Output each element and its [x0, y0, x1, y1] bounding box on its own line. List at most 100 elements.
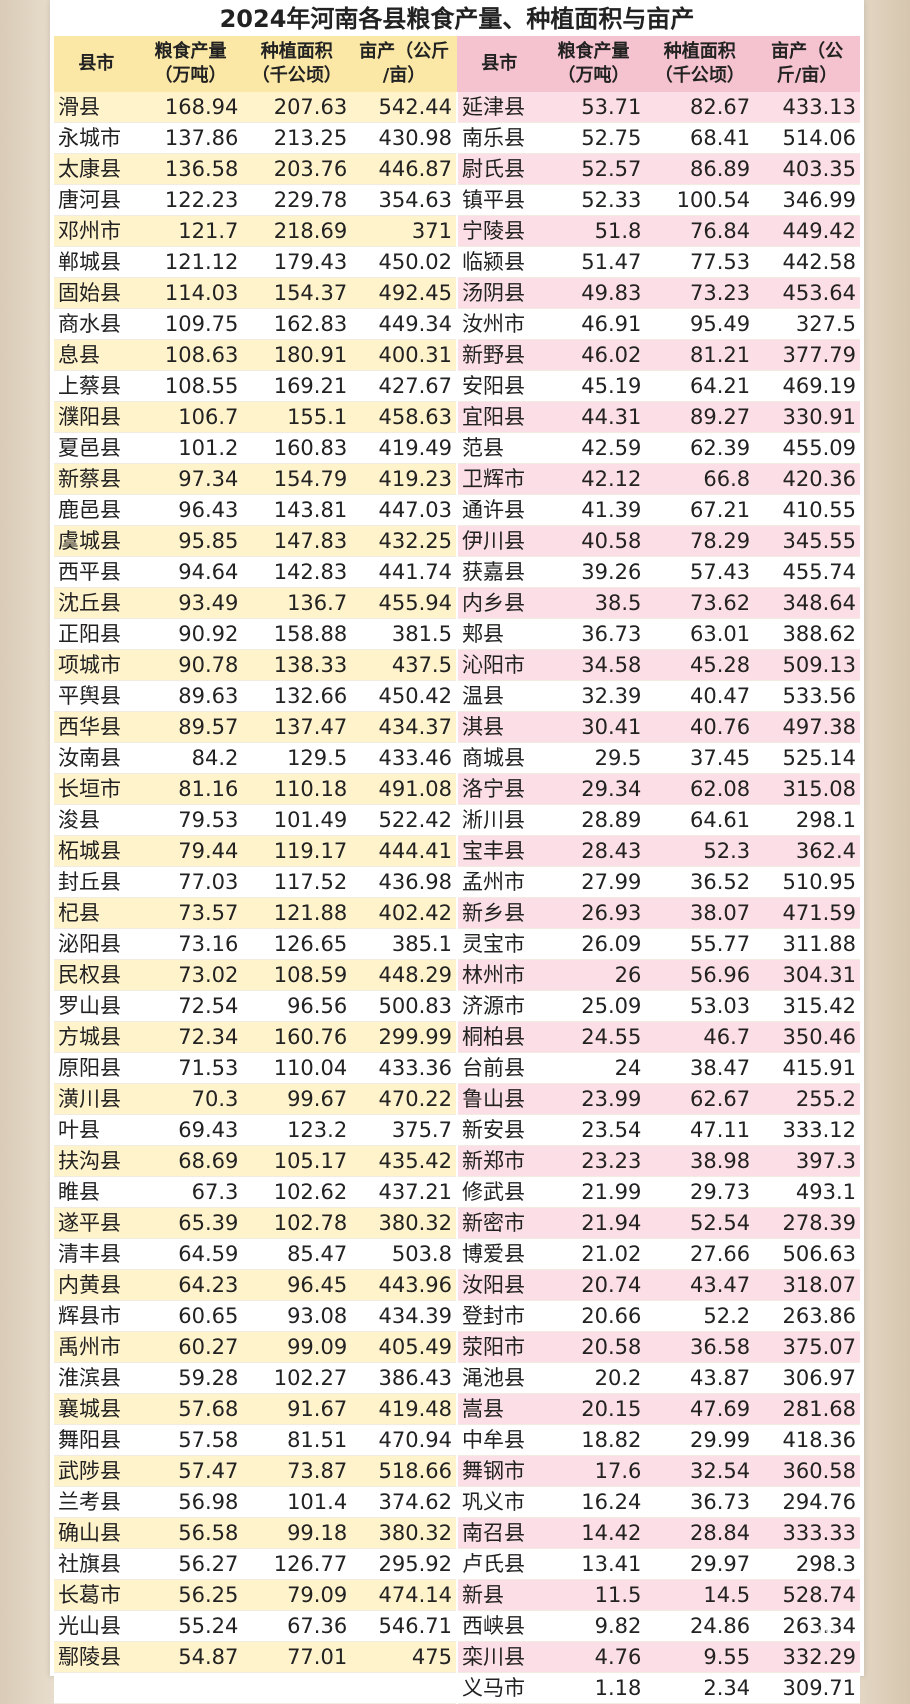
left-production-cell: 65.39	[138, 1207, 243, 1239]
header-yield-left: 亩产（公斤/亩）	[351, 36, 457, 92]
left-county-cell: 濮阳县	[54, 401, 139, 433]
right-area-cell: 9.55	[645, 1641, 755, 1673]
table-row: 清丰县 64.59 85.47 503.8 博爱县 21.02 27.66 506.63	[54, 1238, 860, 1270]
table-row: 兰考县 56.98 101.4 374.62 巩义市 16.24 36.73 294.76	[54, 1486, 860, 1518]
right-county-cell: 安阳县	[455, 370, 542, 402]
right-yield-cell: 304.31	[754, 959, 860, 991]
right-county-cell: 郏县	[455, 618, 542, 650]
table-row: 光山县 55.24 67.36 546.71 西峡县 9.82 24.86 263.34	[54, 1610, 860, 1642]
table-row: 潢川县 70.3 99.67 470.22 鲁山县 23.99 62.67 255.2	[54, 1083, 860, 1115]
left-yield-cell: 375.7	[351, 1114, 457, 1146]
left-county-cell: 沈丘县	[54, 587, 139, 619]
left-production-cell: 73.57	[138, 897, 243, 929]
right-production-cell: 23.54	[541, 1114, 646, 1146]
left-yield-cell: 503.8	[351, 1238, 457, 1270]
table-row: 社旗县 56.27 126.77 295.92 卢氏县 13.41 29.97 298.3	[54, 1548, 860, 1580]
table-row: 封丘县 77.03 117.52 436.98 孟州市 27.99 36.52 510.95	[54, 866, 860, 898]
left-county-cell: 武陟县	[54, 1455, 139, 1487]
right-county-cell: 鲁山县	[455, 1083, 542, 1115]
left-area-cell: 99.09	[242, 1331, 352, 1363]
left-county-cell: 社旗县	[54, 1548, 139, 1580]
right-county-cell: 淅川县	[455, 804, 542, 836]
left-area-cell: 155.1	[242, 401, 352, 433]
table-row: 义马市 1.18 2.34 309.71	[54, 1672, 860, 1704]
left-yield-cell: 475	[351, 1641, 457, 1673]
right-county-cell: 济源市	[455, 990, 542, 1022]
left-production-cell: 121.7	[138, 215, 243, 247]
left-county-cell: 禹州市	[54, 1331, 139, 1363]
left-area-cell: 143.81	[242, 494, 352, 526]
right-yield-cell: 327.5	[754, 308, 860, 340]
left-area-cell: 137.47	[242, 711, 352, 743]
right-area-cell: 77.53	[645, 246, 755, 278]
left-yield-cell: 447.03	[351, 494, 457, 526]
right-county-cell: 范县	[455, 432, 542, 464]
left-yield-cell: 430.98	[351, 122, 457, 154]
table-row: 项城市 90.78 138.33 437.5 沁阳市 34.58 45.28 509.13	[54, 649, 860, 681]
left-yield-cell	[351, 1672, 457, 1704]
right-production-cell: 23.99	[541, 1083, 646, 1115]
right-yield-cell: 263.86	[754, 1300, 860, 1332]
right-yield-cell: 471.59	[754, 897, 860, 929]
left-county-cell: 郸城县	[54, 246, 139, 278]
right-area-cell: 43.47	[645, 1269, 755, 1301]
table-row: 舞阳县 57.58 81.51 470.94 中牟县 18.82 29.99 418.36	[54, 1424, 860, 1456]
table-row: 遂平县 65.39 102.78 380.32 新密市 21.94 52.54 278.39	[54, 1207, 860, 1239]
left-production-cell: 64.23	[138, 1269, 243, 1301]
left-area-cell: 93.08	[242, 1300, 352, 1332]
table-row: 柘城县 79.44 119.17 444.41 宝丰县 28.43 52.3 362.4	[54, 835, 860, 867]
right-production-cell: 53.71	[541, 92, 646, 123]
left-area-cell: 110.18	[242, 773, 352, 805]
table-row: 淮滨县 59.28 102.27 386.43 渑池县 20.2 43.87 306.97	[54, 1362, 860, 1394]
left-production-cell: 72.34	[138, 1021, 243, 1053]
right-county-cell: 新乡县	[455, 897, 542, 929]
table-row: 内黄县 64.23 96.45 443.96 汝阳县 20.74 43.47 318.07	[54, 1269, 860, 1301]
left-production-cell: 90.92	[138, 618, 243, 650]
right-yield-cell: 525.14	[754, 742, 860, 774]
table-sheet: 2024年河南各县粮食产量、种植面积与亩产 县市 粮食产量 （万吨） 种植面积 （千…	[50, 0, 864, 1704]
right-production-cell: 21.94	[541, 1207, 646, 1239]
right-production-cell: 25.09	[541, 990, 646, 1022]
right-county-cell: 宝丰县	[455, 835, 542, 867]
right-county-cell: 宁陵县	[455, 215, 542, 247]
left-county-cell: 杞县	[54, 897, 139, 929]
table-row: 民权县 73.02 108.59 448.29 林州市 26 56.96 304.31	[54, 959, 860, 991]
left-production-cell: 70.3	[138, 1083, 243, 1115]
right-yield-cell: 263.34	[754, 1610, 860, 1642]
left-county-cell: 叶县	[54, 1114, 139, 1146]
left-yield-cell: 434.39	[351, 1300, 457, 1332]
right-production-cell: 42.59	[541, 432, 646, 464]
right-yield-cell: 298.1	[754, 804, 860, 836]
left-yield-cell: 470.22	[351, 1083, 457, 1115]
right-area-cell: 73.62	[645, 587, 755, 619]
left-county-cell: 襄城县	[54, 1393, 139, 1425]
right-yield-cell: 315.08	[754, 773, 860, 805]
right-county-cell: 沁阳市	[455, 649, 542, 681]
table-row: 禹州市 60.27 99.09 405.49 荥阳市 20.58 36.58 375.07	[54, 1331, 860, 1363]
left-county-cell: 原阳县	[54, 1052, 139, 1084]
right-yield-cell: 509.13	[754, 649, 860, 681]
left-production-cell: 95.85	[138, 525, 243, 557]
right-production-cell: 46.02	[541, 339, 646, 371]
left-yield-cell: 500.83	[351, 990, 457, 1022]
left-production-cell: 56.98	[138, 1486, 243, 1518]
left-yield-cell: 474.14	[351, 1579, 457, 1611]
left-county-cell: 滑县	[54, 92, 139, 123]
right-county-cell: 温县	[455, 680, 542, 712]
right-area-cell: 2.34	[645, 1672, 755, 1704]
left-production-cell: 109.75	[138, 308, 243, 340]
right-county-cell: 伊川县	[455, 525, 542, 557]
left-county-cell: 新蔡县	[54, 463, 139, 495]
right-yield-cell: 294.76	[754, 1486, 860, 1518]
right-county-cell: 卢氏县	[455, 1548, 542, 1580]
left-area-cell: 73.87	[242, 1455, 352, 1487]
left-production-cell: 55.24	[138, 1610, 243, 1642]
left-yield-cell: 402.42	[351, 897, 457, 929]
table-row: 上蔡县 108.55 169.21 427.67 安阳县 45.19 64.21 469.19	[54, 370, 860, 402]
left-area-cell: 101.4	[242, 1486, 352, 1518]
left-production-cell: 56.58	[138, 1517, 243, 1549]
left-county-cell: 兰考县	[54, 1486, 139, 1518]
right-yield-cell: 420.36	[754, 463, 860, 495]
left-area-cell: 207.63	[242, 92, 352, 123]
left-area-cell: 147.83	[242, 525, 352, 557]
